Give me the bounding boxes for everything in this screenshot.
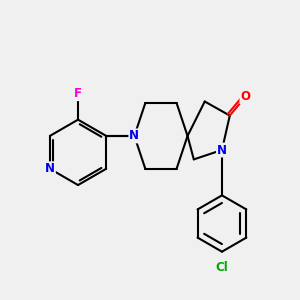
Text: F: F: [74, 87, 82, 100]
Text: N: N: [217, 143, 227, 157]
Text: O: O: [240, 90, 250, 103]
Text: N: N: [45, 162, 55, 175]
Text: Cl: Cl: [216, 261, 228, 274]
Text: N: N: [129, 129, 140, 142]
